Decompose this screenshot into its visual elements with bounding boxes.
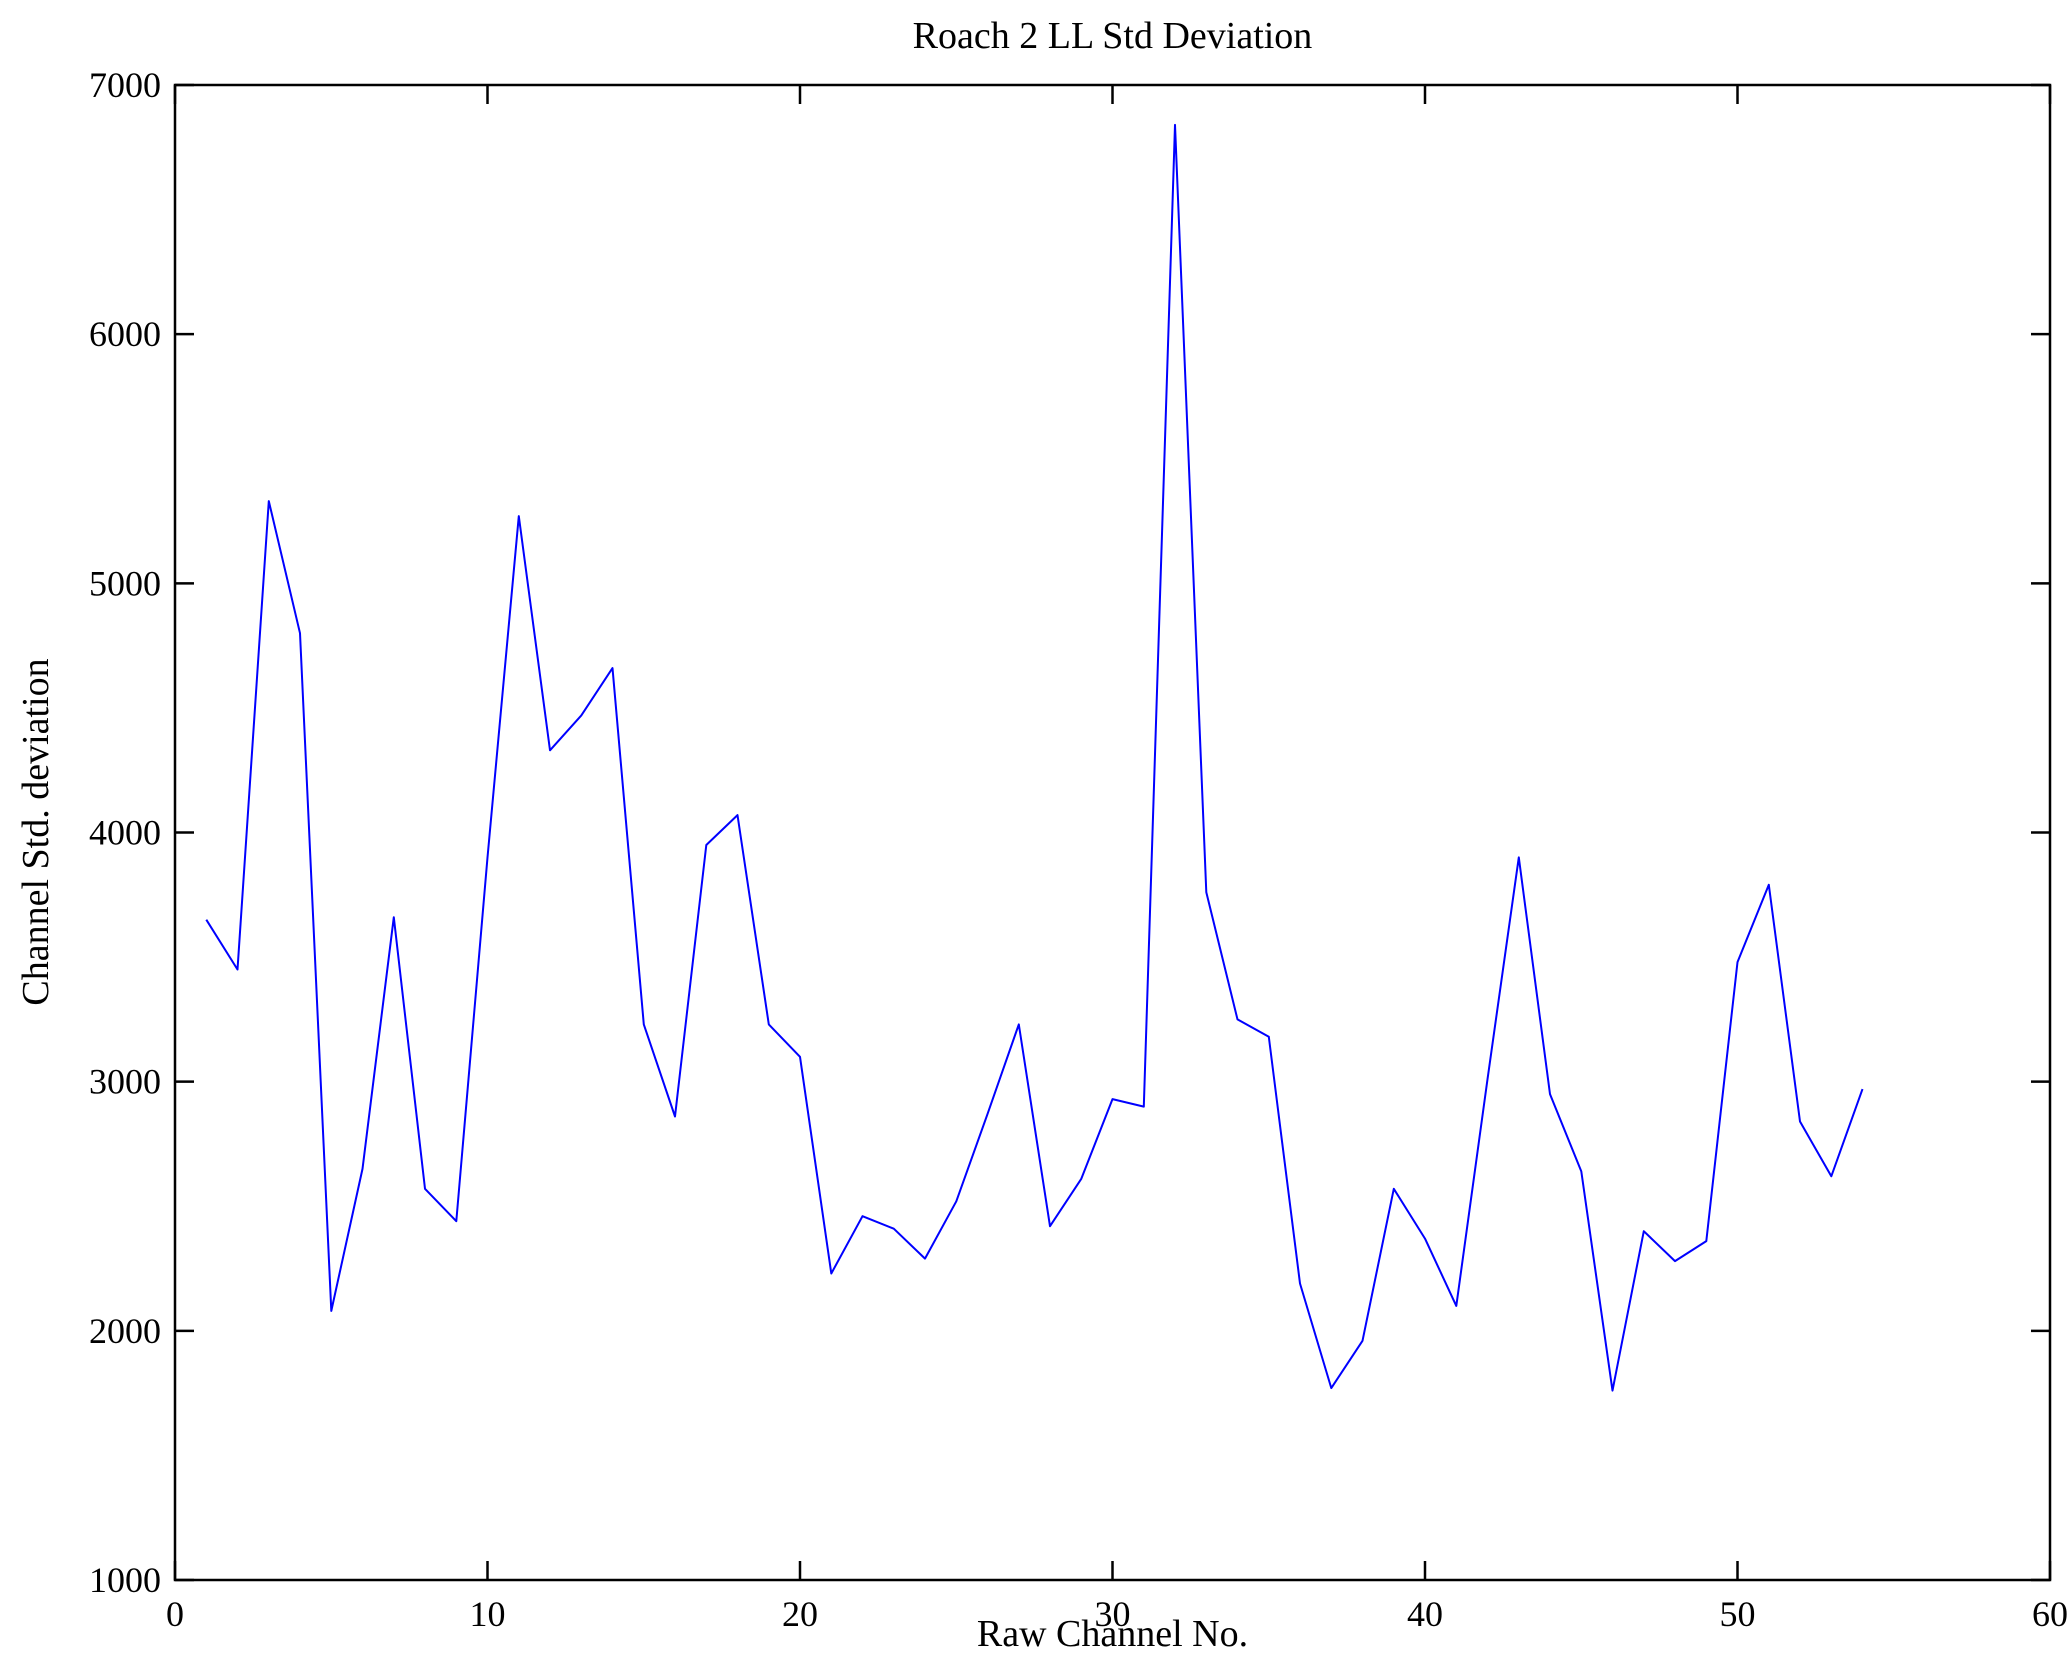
y-tick-label: 7000 [89,65,161,105]
y-tick-label: 2000 [89,1311,161,1351]
x-axis-label: Raw Channel No. [976,1613,1249,1655]
y-tick-label: 5000 [89,563,161,603]
x-tick-label: 30 [1095,1594,1131,1634]
y-tick-label: 1000 [89,1560,161,1600]
data-line [205,123,1864,1392]
x-tick-label: 0 [166,1594,184,1634]
plot-border [173,83,2052,1582]
x-tick-label: 60 [2032,1594,2067,1634]
x-tick-label: 50 [1720,1594,1756,1634]
chart-title: Roach 2 LL Std Deviation [912,15,1313,57]
y-tick-label: 4000 [89,813,161,853]
x-tick-label: 20 [782,1594,818,1634]
y-tick-label: 3000 [89,1062,161,1102]
x-tick-label: 10 [470,1594,506,1634]
x-tick-label: 40 [1407,1594,1443,1634]
y-tick-label: 6000 [89,314,161,354]
